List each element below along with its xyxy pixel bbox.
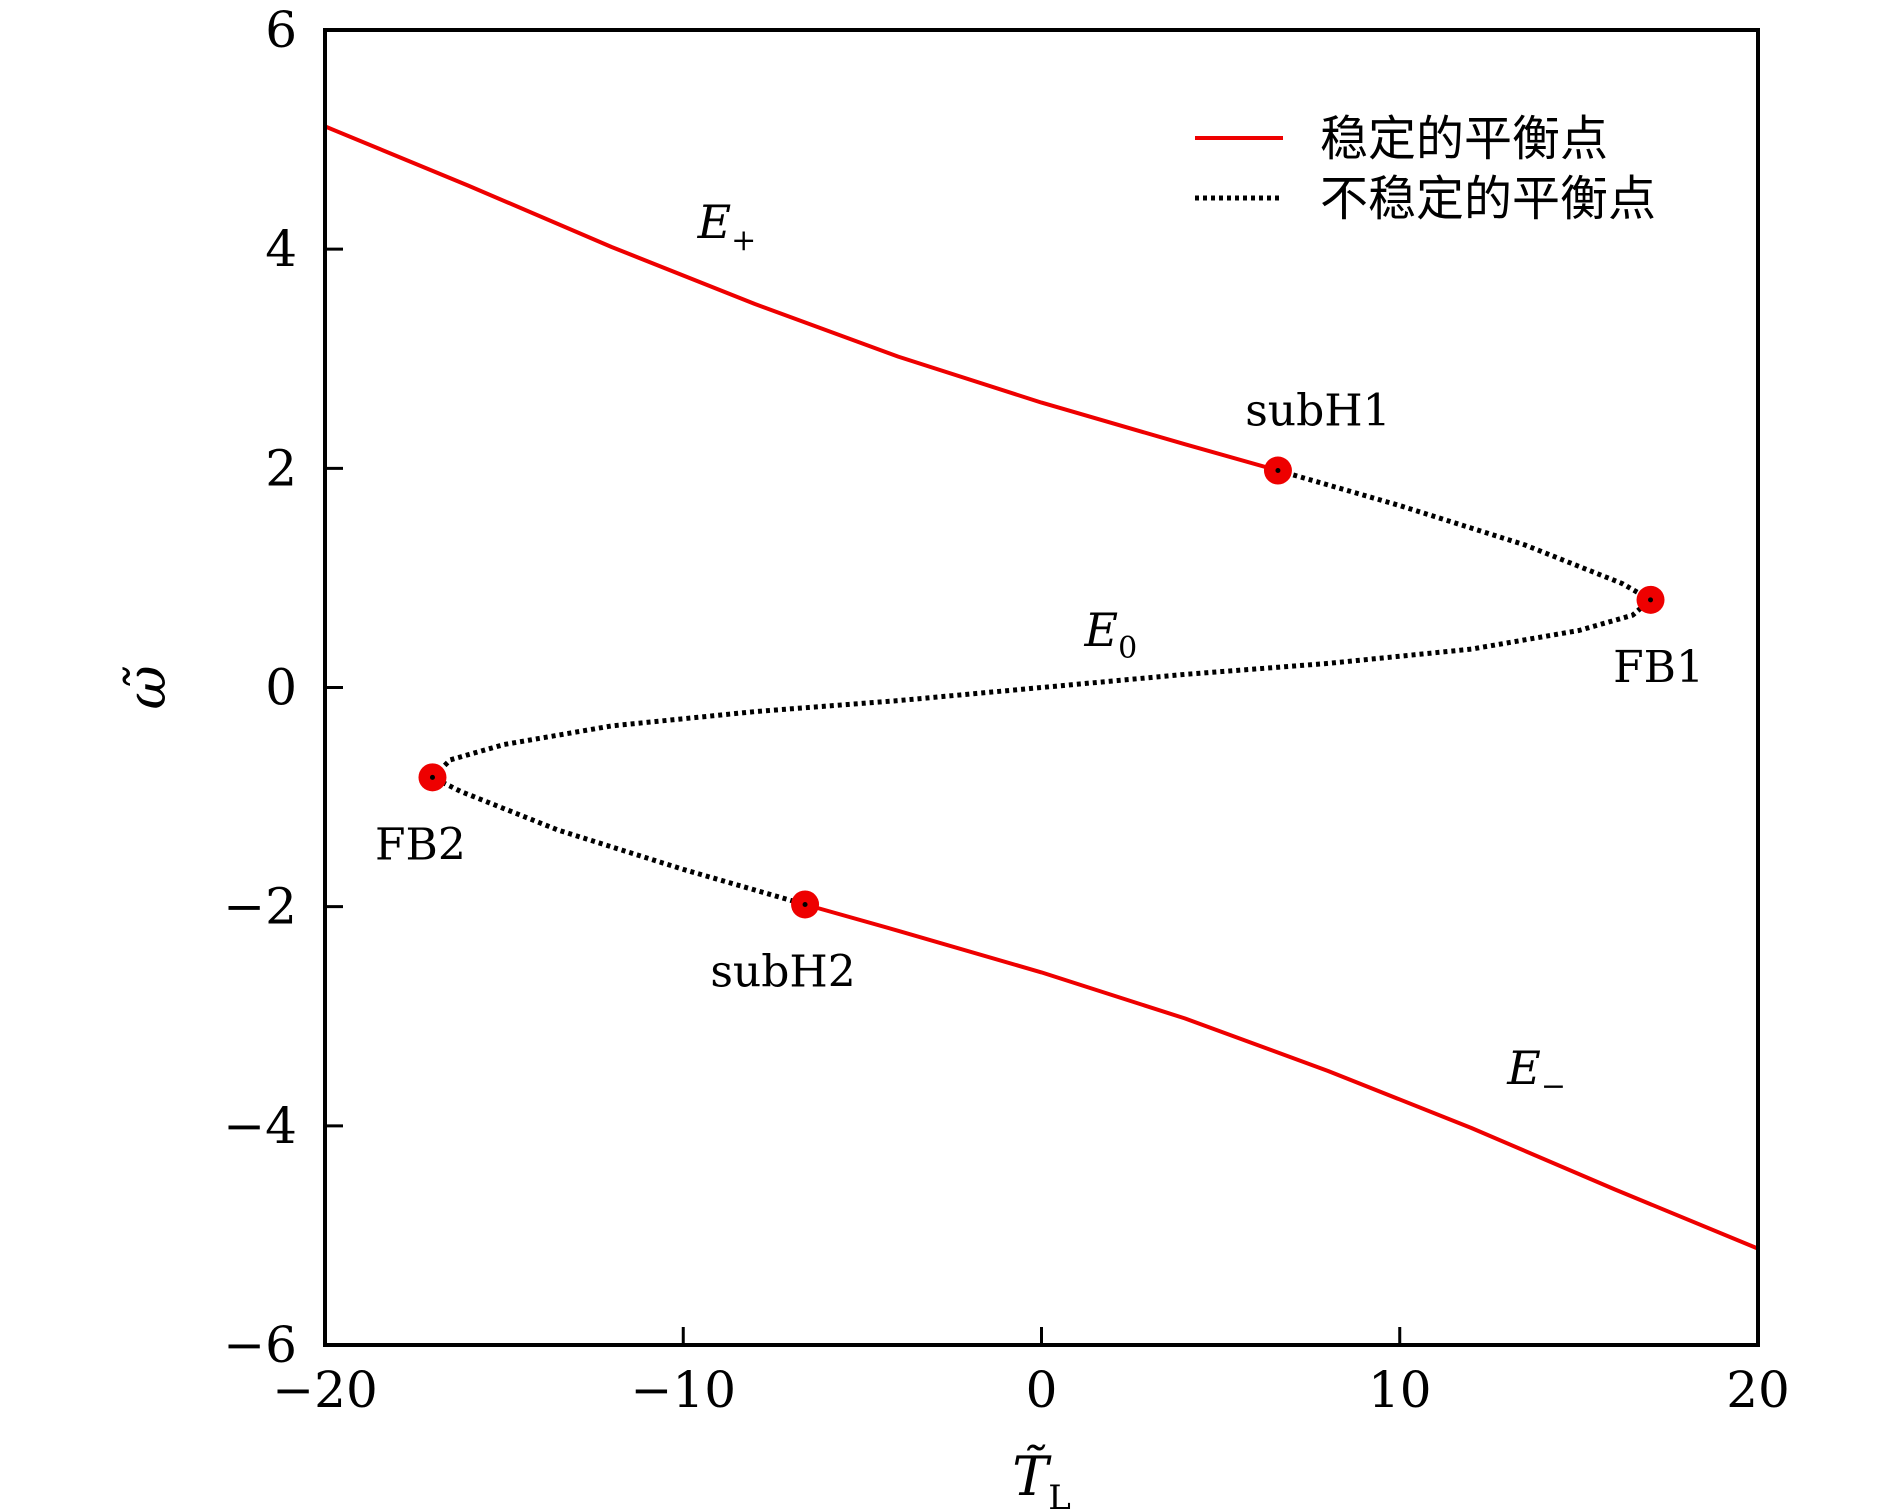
legend-label-stable: 稳定的平衡点 [1320, 111, 1608, 167]
y-tick-label: 6 [265, 1, 297, 59]
curve-label-0: E+ [697, 195, 757, 258]
x-tick-label: 0 [1026, 1361, 1058, 1419]
x-axis-label: T̃L [1012, 1444, 1071, 1512]
point-center-dot [802, 901, 808, 907]
y-axis-label: ω̃ [115, 665, 178, 709]
x-tick-label: −20 [272, 1361, 378, 1419]
label-subh1: subH1 [1245, 386, 1390, 437]
point-center-dot [1275, 468, 1281, 474]
special-points-layer [418, 456, 1665, 919]
plot-frame [323, 28, 1760, 1347]
curve-label-2: E− [1506, 1041, 1566, 1104]
legend-label-unstable: 不稳定的平衡点 [1320, 171, 1656, 227]
curve-label-sub: − [1541, 1069, 1566, 1104]
series-line-stable-0 [324, 124, 1279, 473]
label-subh2: subH2 [710, 946, 855, 997]
curve-label-sub: + [731, 223, 756, 258]
y-tick-label: 4 [265, 220, 297, 278]
y-tick-label: 0 [265, 659, 297, 717]
point-center-dot [1648, 597, 1654, 603]
x-tick-label: 10 [1368, 1361, 1432, 1419]
curve-label-1: E0 [1083, 603, 1137, 666]
series-line-unstable-1 [430, 468, 1653, 907]
annotations-layer: subH1 FB1 FB2 subH2 E+ E0 E− [375, 195, 1704, 1104]
point-center-dot [429, 774, 435, 780]
label-fb1: FB1 [1613, 642, 1704, 693]
series-line-stable-2 [804, 902, 1759, 1251]
y-tick-label: 2 [265, 439, 297, 497]
x-tick-label: 20 [1726, 1361, 1790, 1419]
curve-label-sub: 0 [1118, 631, 1137, 666]
y-tick-label: −2 [223, 878, 297, 936]
series-layer [324, 124, 1759, 1251]
y-tick-label: −6 [223, 1316, 297, 1374]
x-tick-label: −10 [630, 1361, 736, 1419]
y-tick-label: −4 [223, 1097, 297, 1155]
x-axis-label-sub: L [1048, 1478, 1071, 1512]
label-fb2: FB2 [375, 819, 466, 870]
